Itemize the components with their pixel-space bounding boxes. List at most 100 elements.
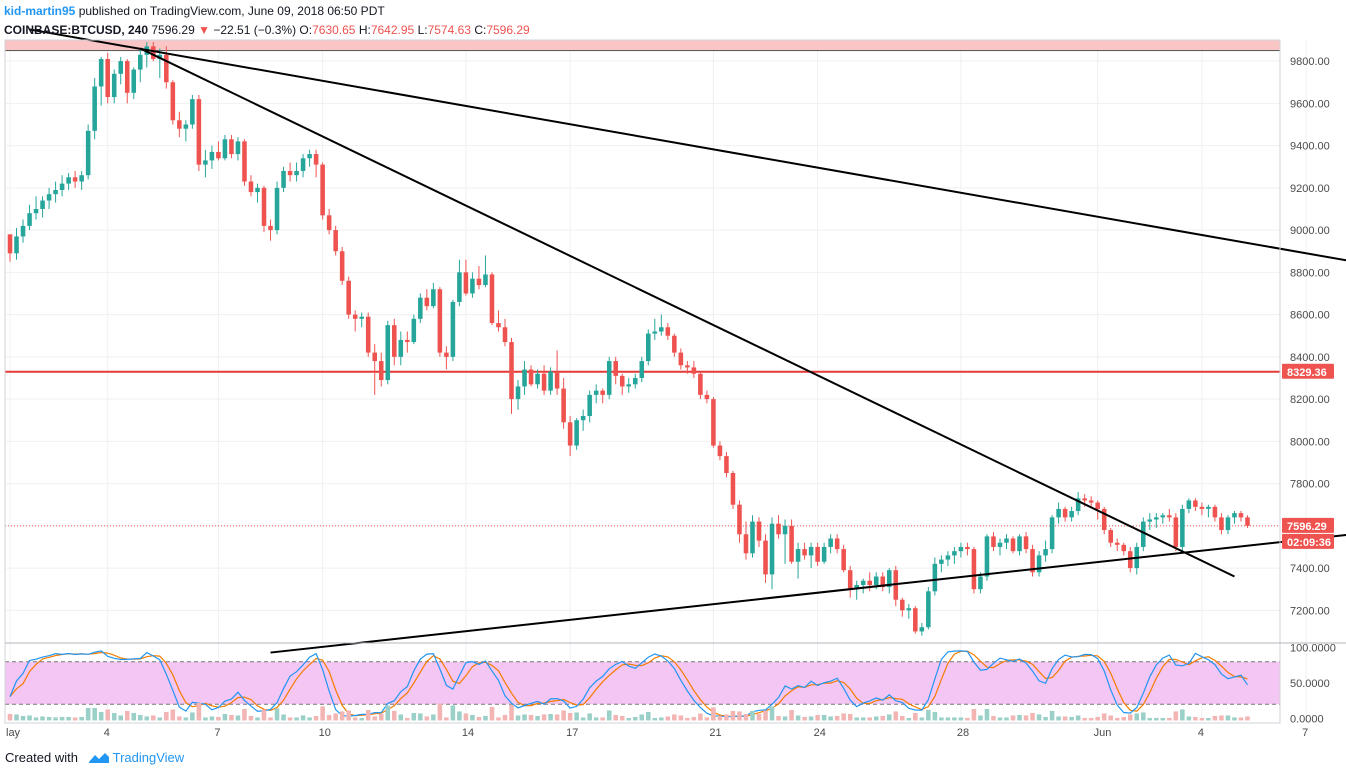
candle-body xyxy=(1049,517,1055,550)
volume-bar xyxy=(1036,714,1042,721)
trendline[interactable] xyxy=(29,28,1346,268)
candle-body xyxy=(971,549,977,590)
volume-bar xyxy=(209,716,215,721)
volume-bar xyxy=(1062,716,1068,721)
volume-bar xyxy=(789,709,794,721)
candle-body xyxy=(92,86,97,131)
candle-body xyxy=(66,177,71,184)
candle-body xyxy=(196,99,202,165)
price-tick-label: 9800.00 xyxy=(1290,56,1330,68)
volume-bar xyxy=(242,708,247,721)
volume-bar xyxy=(105,709,110,721)
candle-body xyxy=(287,170,293,176)
volume-bar xyxy=(821,714,827,721)
time-tick-label: 10 xyxy=(319,727,331,739)
candle-body xyxy=(580,415,586,421)
volume-bar xyxy=(522,714,527,721)
candle-body xyxy=(769,523,775,575)
volume-bar xyxy=(118,715,124,721)
candle-body xyxy=(33,208,39,214)
volume-bar xyxy=(893,711,899,721)
candle-body xyxy=(815,546,820,562)
volume-bar xyxy=(1134,713,1140,721)
volume-bar xyxy=(717,715,723,721)
volume-bar xyxy=(782,716,788,721)
volume-bar xyxy=(385,705,391,721)
candle-body xyxy=(294,170,299,176)
time-tick-label: lay xyxy=(6,727,21,739)
time-tick-label: 14 xyxy=(462,727,474,739)
time-tick-label: 7 xyxy=(214,727,220,739)
volume-bar xyxy=(587,713,592,721)
price-axis[interactable]: 9800.00 9600.00 9400.00 9200.00 9000.00 8800.… xyxy=(1290,56,1330,617)
volume-bar xyxy=(339,711,345,721)
candle-body xyxy=(574,420,579,446)
volume-bar xyxy=(685,717,690,721)
volume-bar xyxy=(196,702,202,721)
last-price-label-box xyxy=(1282,517,1334,533)
volume-bar xyxy=(79,716,84,721)
volume-bar xyxy=(984,708,990,721)
candle-body xyxy=(913,608,918,632)
author-link[interactable]: kid-martin95 xyxy=(4,4,76,18)
volume-bar xyxy=(450,705,456,721)
candle-body xyxy=(886,570,892,588)
volume-bar xyxy=(978,715,983,721)
volume-bar xyxy=(33,717,39,721)
volume-bar xyxy=(287,717,293,721)
price-tick-label: 8600.00 xyxy=(1290,310,1330,322)
volume-bar xyxy=(913,712,918,721)
candle-body xyxy=(85,130,91,176)
candle-body xyxy=(672,335,677,353)
candle-body xyxy=(137,54,143,70)
volume-bar xyxy=(958,717,964,721)
candle-body xyxy=(14,236,19,254)
trendline[interactable] xyxy=(270,530,1346,654)
candle-body xyxy=(437,289,443,353)
stochastic-rsi-pane[interactable] xyxy=(5,650,1280,721)
volume-bar xyxy=(92,707,97,721)
volume-bar xyxy=(646,711,651,721)
candle-body xyxy=(756,521,762,541)
candle-body xyxy=(1212,506,1218,518)
candle-body xyxy=(1186,500,1192,509)
time-axis[interactable]: lay 4 7 10 14 17 21 24 28 Jun 4 7 xyxy=(6,727,1308,739)
volume-bar xyxy=(307,717,312,721)
volume-bar xyxy=(294,717,299,721)
candlestick-series xyxy=(7,42,1250,636)
trendline[interactable] xyxy=(139,47,1235,578)
candle-body xyxy=(958,546,964,552)
volume-bar xyxy=(541,714,547,721)
volume-bar xyxy=(659,717,664,721)
candle-body xyxy=(737,504,742,535)
trendlines[interactable] xyxy=(29,28,1346,654)
candle-body xyxy=(880,576,886,588)
volume-bar xyxy=(756,713,762,721)
volume-bar xyxy=(860,717,866,721)
volume-bar xyxy=(372,716,378,721)
candle-body xyxy=(528,369,534,385)
candle-body xyxy=(496,323,501,328)
volume-bar xyxy=(190,712,195,721)
volume-bar xyxy=(483,715,488,721)
candle-body xyxy=(398,339,404,357)
volume-bar xyxy=(59,716,65,721)
resistance-zone[interactable] xyxy=(4,39,1281,52)
volume-bar xyxy=(593,717,599,721)
volume-bar xyxy=(1095,716,1100,721)
volume-bar xyxy=(886,714,892,721)
volume-bar xyxy=(926,709,931,721)
candle-body xyxy=(1017,536,1022,552)
candle-body xyxy=(261,187,267,226)
time-tick-label: 17 xyxy=(566,727,578,739)
price-tick-label: 8200.00 xyxy=(1290,394,1330,406)
candle-body xyxy=(613,361,618,376)
volume-bar xyxy=(137,714,143,721)
tradingview-link[interactable]: TradingView xyxy=(112,750,185,765)
volume-bar xyxy=(776,715,781,721)
volume-bar xyxy=(378,713,384,721)
volume-bar xyxy=(359,717,364,721)
volume-bar xyxy=(463,713,469,721)
symbol-name[interactable]: COINBASE:BTCUSD, 240 xyxy=(4,23,149,37)
